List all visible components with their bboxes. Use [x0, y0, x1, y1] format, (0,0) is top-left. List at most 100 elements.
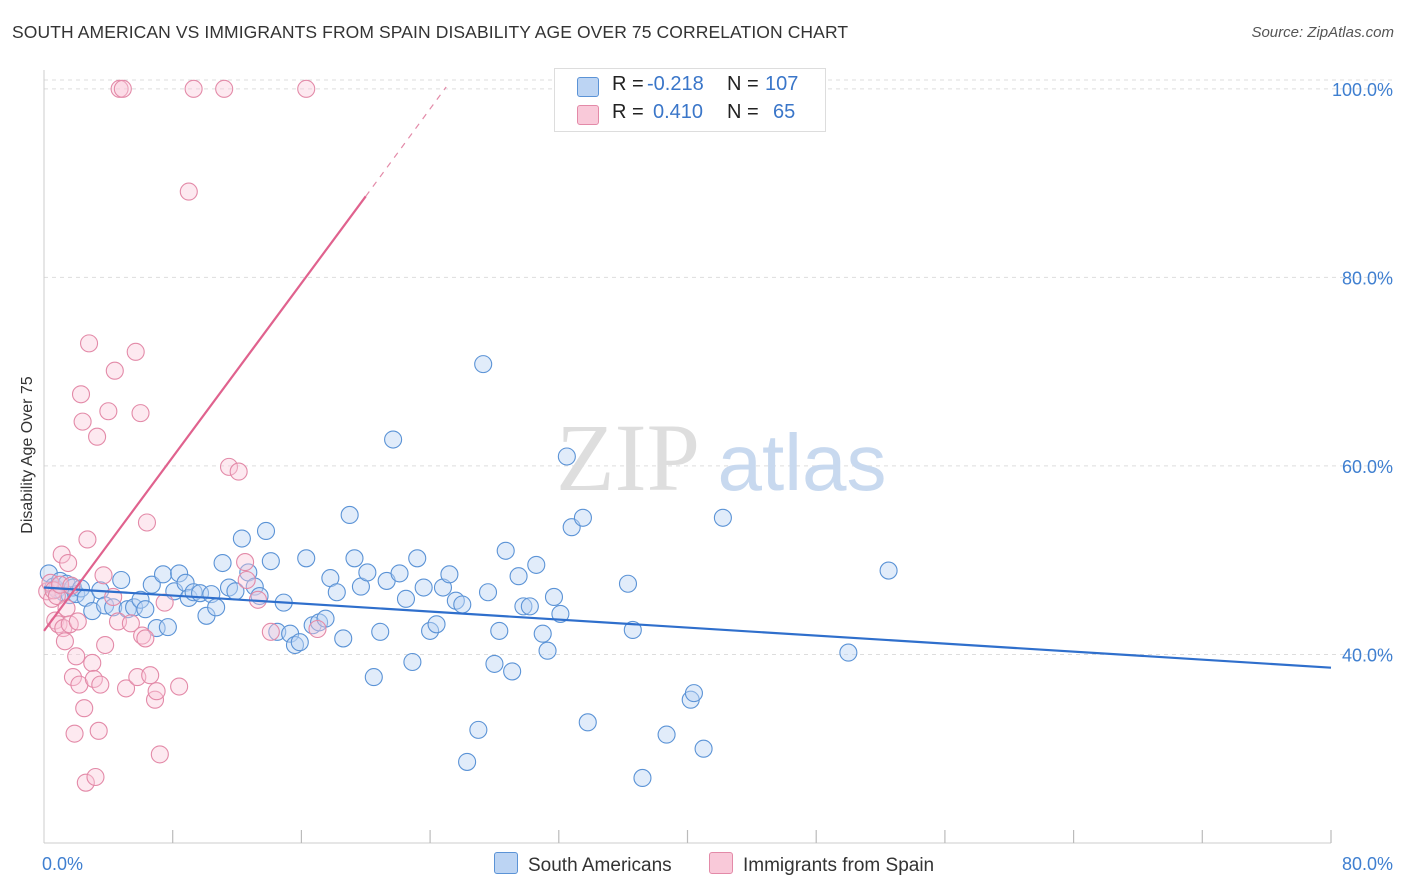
point-south-americans: [334, 629, 353, 648]
x-tick-label: 0.0%: [42, 854, 83, 874]
trend-extension-immigrants-from-spain: [365, 86, 447, 197]
point-south-americans: [623, 620, 642, 640]
point-south-americans: [453, 595, 472, 614]
point-south-americans: [131, 590, 150, 609]
point-immigrants-from-spain: [136, 629, 155, 648]
blue-swatch: [577, 77, 599, 97]
point-south-americans: [153, 565, 173, 584]
point-immigrants-from-spain: [55, 632, 74, 651]
point-immigrants-from-spain: [79, 334, 99, 353]
point-immigrants-from-spain: [131, 404, 150, 423]
point-south-americans: [694, 739, 713, 758]
point-south-americans: [520, 597, 539, 616]
point-immigrants-from-spain: [83, 653, 102, 672]
point-immigrants-from-spain: [219, 457, 239, 476]
point-south-americans: [469, 720, 488, 739]
point-south-americans: [485, 654, 504, 673]
point-south-americans: [104, 598, 123, 617]
point-immigrants-from-spain: [71, 385, 91, 404]
point-immigrants-from-spain: [59, 553, 78, 573]
point-south-americans: [390, 564, 409, 583]
point-immigrants-from-spain: [75, 699, 94, 718]
legend-blue-swatch: [494, 852, 518, 874]
point-south-americans: [112, 570, 131, 590]
pink-r-value: 0.410: [653, 101, 704, 123]
point-south-americans: [478, 583, 498, 602]
point-immigrants-from-spain: [184, 79, 203, 98]
point-south-americans: [544, 587, 564, 607]
y-tick-label: 60.0%: [1342, 457, 1393, 477]
point-south-americans: [573, 508, 592, 527]
legend-pink-swatch: [709, 852, 733, 874]
point-south-americans: [261, 552, 280, 571]
point-immigrants-from-spain: [113, 79, 132, 98]
point-south-americans: [839, 643, 858, 662]
y-tick-label: 40.0%: [1342, 645, 1393, 665]
pink-n-value: 65: [773, 101, 796, 123]
watermark-zip: ZIP: [556, 404, 700, 511]
point-immigrants-from-spain: [78, 530, 97, 549]
n-label: N =: [727, 73, 759, 95]
point-south-americans: [213, 553, 232, 573]
point-south-americans: [158, 618, 177, 637]
point-south-americans: [474, 355, 493, 374]
point-immigrants-from-spain: [308, 619, 327, 639]
point-south-americans: [297, 549, 316, 568]
point-south-americans: [557, 447, 576, 466]
axes: [43, 70, 1332, 844]
trend-line-south-americans: [43, 586, 1332, 669]
point-south-americans: [232, 529, 251, 548]
y-axis-label: Disability Age Over 75: [19, 376, 36, 534]
point-south-americans: [879, 561, 898, 580]
point-south-americans: [207, 598, 226, 617]
point-south-americans: [403, 652, 422, 672]
stats-row-blue: R = -0.218 N = 107: [555, 73, 825, 101]
point-south-americans: [170, 564, 189, 583]
point-south-americans: [538, 641, 557, 660]
point-immigrants-from-spain: [99, 402, 118, 421]
point-immigrants-from-spain: [155, 593, 174, 612]
tick-labels: 40.0% 60.0% 80.0% 100.0% 0.0% 80.0%: [42, 80, 1393, 874]
point-south-americans: [496, 541, 515, 560]
point-south-americans: [396, 589, 416, 608]
point-south-americans: [618, 574, 638, 593]
legend-blue-label: South Americans: [528, 855, 672, 876]
point-south-americans: [527, 555, 546, 574]
point-south-americans: [551, 604, 570, 623]
point-immigrants-from-spain: [121, 614, 140, 633]
point-south-americans: [514, 597, 533, 616]
point-immigrants-from-spain: [141, 666, 160, 685]
point-south-americans: [414, 578, 433, 597]
watermark-atlas: atlas: [718, 418, 887, 507]
blue-r-value: -0.218: [647, 73, 704, 95]
point-immigrants-from-spain: [236, 553, 255, 572]
point-immigrants-from-spain: [170, 677, 189, 696]
point-immigrants-from-spain: [215, 79, 234, 98]
point-immigrants-from-spain: [237, 570, 256, 590]
point-immigrants-from-spain: [63, 668, 83, 687]
point-immigrants-from-spain: [147, 682, 166, 701]
legend-item-immigrants-from-spain: Immigrants from Spain: [709, 852, 934, 877]
point-south-americans: [358, 563, 377, 582]
y-tick-label: 80.0%: [1342, 268, 1393, 288]
trend-lines: [43, 86, 1332, 669]
point-south-americans: [340, 505, 359, 524]
point-south-americans: [285, 635, 305, 655]
point-immigrants-from-spain: [133, 626, 152, 645]
point-immigrants-from-spain: [126, 342, 145, 361]
source-label: Source: ZipAtlas.com: [1251, 24, 1394, 41]
point-immigrants-from-spain: [68, 612, 87, 631]
point-immigrants-from-spain: [105, 361, 124, 380]
point-south-americans: [256, 521, 276, 541]
point-south-americans: [509, 567, 528, 586]
point-south-americans: [118, 600, 137, 619]
point-immigrants-from-spain: [96, 635, 115, 655]
pink-swatch: [577, 105, 599, 125]
point-immigrants-from-spain: [261, 622, 280, 641]
point-immigrants-from-spain: [137, 513, 157, 532]
point-immigrants-from-spain: [88, 427, 107, 446]
point-immigrants-from-spain: [150, 745, 169, 764]
point-south-americans: [713, 508, 732, 527]
point-south-americans: [364, 668, 383, 687]
point-immigrants-from-spain: [94, 566, 113, 585]
